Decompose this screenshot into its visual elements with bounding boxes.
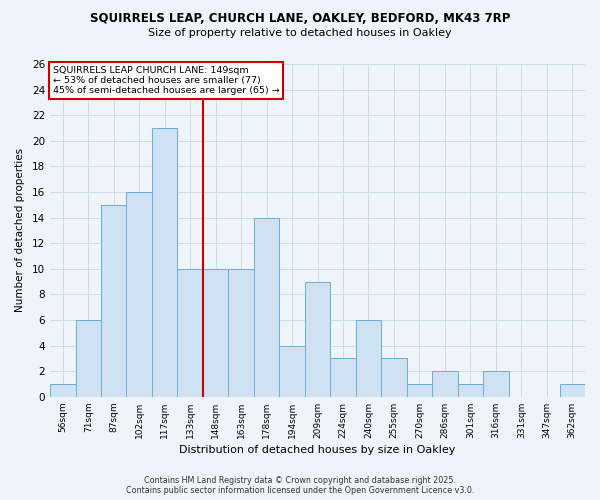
Text: Contains HM Land Registry data © Crown copyright and database right 2025.
Contai: Contains HM Land Registry data © Crown c… — [126, 476, 474, 495]
Bar — [483, 371, 509, 397]
Bar — [229, 269, 254, 397]
Bar — [127, 192, 152, 397]
Bar — [76, 320, 101, 397]
Bar — [560, 384, 585, 397]
Text: SQUIRRELS LEAP CHURCH LANE: 149sqm
← 53% of detached houses are smaller (77)
45%: SQUIRRELS LEAP CHURCH LANE: 149sqm ← 53%… — [53, 66, 280, 96]
Text: Size of property relative to detached houses in Oakley: Size of property relative to detached ho… — [148, 28, 452, 38]
Y-axis label: Number of detached properties: Number of detached properties — [15, 148, 25, 312]
Bar — [407, 384, 432, 397]
Bar — [280, 346, 305, 397]
Text: SQUIRRELS LEAP, CHURCH LANE, OAKLEY, BEDFORD, MK43 7RP: SQUIRRELS LEAP, CHURCH LANE, OAKLEY, BED… — [90, 12, 510, 26]
X-axis label: Distribution of detached houses by size in Oakley: Distribution of detached houses by size … — [179, 445, 456, 455]
Bar — [50, 384, 76, 397]
Bar — [101, 205, 127, 397]
Bar — [305, 282, 330, 397]
Bar — [152, 128, 178, 397]
Bar — [356, 320, 381, 397]
Bar — [254, 218, 280, 397]
Bar — [203, 269, 229, 397]
Bar — [178, 269, 203, 397]
Bar — [458, 384, 483, 397]
Bar — [330, 358, 356, 397]
Bar — [381, 358, 407, 397]
Bar — [432, 371, 458, 397]
